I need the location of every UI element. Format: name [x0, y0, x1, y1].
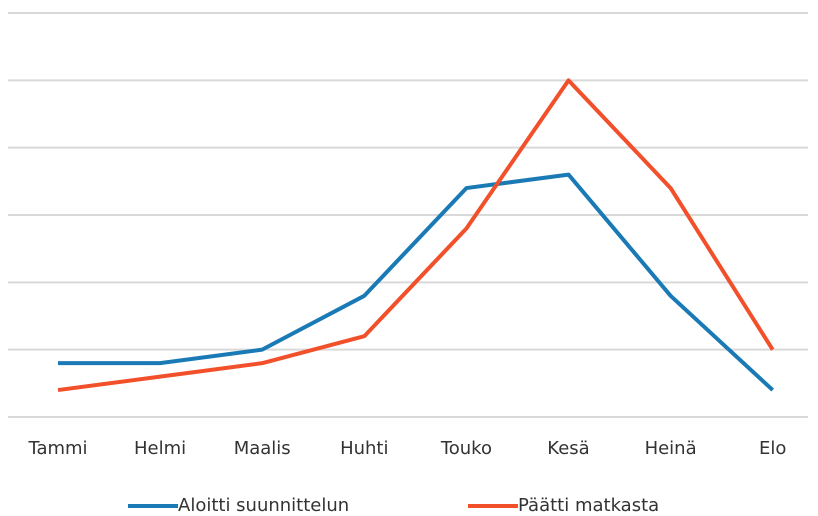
- x-tick-label: Kesä: [547, 438, 589, 459]
- legend-label: Aloitti suunnittelun: [178, 495, 349, 516]
- x-tick-label: Tammi: [27, 438, 87, 459]
- x-tick-label: Huhti: [340, 438, 388, 459]
- x-tick-label: Helmi: [134, 438, 186, 459]
- x-tick-label: Maalis: [234, 438, 291, 459]
- legend-label: Päätti matkasta: [518, 495, 659, 516]
- series-line: [57, 78, 775, 393]
- x-tick-label: Elo: [759, 438, 786, 459]
- series-line: [58, 172, 775, 392]
- x-tick-label: Heinä: [645, 438, 697, 459]
- x-tick-label: Touko: [440, 438, 492, 459]
